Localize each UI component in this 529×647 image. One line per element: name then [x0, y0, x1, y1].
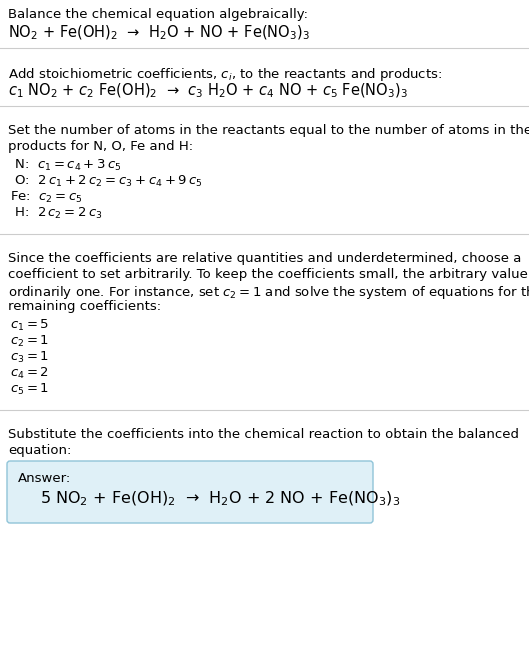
Text: Answer:: Answer:: [18, 472, 71, 485]
Text: NO$_2$ + Fe(OH)$_2$  →  H$_2$O + NO + Fe(NO$_3$)$_3$: NO$_2$ + Fe(OH)$_2$ → H$_2$O + NO + Fe(N…: [8, 24, 310, 43]
Text: Since the coefficients are relative quantities and underdetermined, choose a: Since the coefficients are relative quan…: [8, 252, 522, 265]
Text: O:  $2\,c_1 + 2\,c_2 = c_3 + c_4 + 9\,c_5$: O: $2\,c_1 + 2\,c_2 = c_3 + c_4 + 9\,c_5…: [10, 174, 203, 189]
Text: 5 NO$_2$ + Fe(OH)$_2$  →  H$_2$O + 2 NO + Fe(NO$_3$)$_3$: 5 NO$_2$ + Fe(OH)$_2$ → H$_2$O + 2 NO + …: [40, 490, 400, 509]
Text: H:  $2\,c_2 = 2\,c_3$: H: $2\,c_2 = 2\,c_3$: [10, 206, 103, 221]
Text: Substitute the coefficients into the chemical reaction to obtain the balanced: Substitute the coefficients into the che…: [8, 428, 519, 441]
Text: $c_3 = 1$: $c_3 = 1$: [10, 350, 49, 365]
Text: $c_2 = 1$: $c_2 = 1$: [10, 334, 49, 349]
Text: equation:: equation:: [8, 444, 71, 457]
Text: $c_4 = 2$: $c_4 = 2$: [10, 366, 49, 381]
Text: coefficient to set arbitrarily. To keep the coefficients small, the arbitrary va: coefficient to set arbitrarily. To keep …: [8, 268, 529, 281]
Text: remaining coefficients:: remaining coefficients:: [8, 300, 161, 313]
FancyBboxPatch shape: [7, 461, 373, 523]
Text: ordinarily one. For instance, set $c_2 = 1$ and solve the system of equations fo: ordinarily one. For instance, set $c_2 =…: [8, 284, 529, 301]
Text: $c_5 = 1$: $c_5 = 1$: [10, 382, 49, 397]
Text: Set the number of atoms in the reactants equal to the number of atoms in the: Set the number of atoms in the reactants…: [8, 124, 529, 137]
Text: Balance the chemical equation algebraically:: Balance the chemical equation algebraica…: [8, 8, 308, 21]
Text: Add stoichiometric coefficients, $c_i$, to the reactants and products:: Add stoichiometric coefficients, $c_i$, …: [8, 66, 442, 83]
Text: Fe:  $c_2 = c_5$: Fe: $c_2 = c_5$: [10, 190, 83, 205]
Text: $c_1 = 5$: $c_1 = 5$: [10, 318, 49, 333]
Text: $c_1$ NO$_2$ + $c_2$ Fe(OH)$_2$  →  $c_3$ H$_2$O + $c_4$ NO + $c_5$ Fe(NO$_3$)$_: $c_1$ NO$_2$ + $c_2$ Fe(OH)$_2$ → $c_3$ …: [8, 82, 408, 100]
Text: N:  $c_1 = c_4 + 3\,c_5$: N: $c_1 = c_4 + 3\,c_5$: [10, 158, 122, 173]
Text: products for N, O, Fe and H:: products for N, O, Fe and H:: [8, 140, 193, 153]
